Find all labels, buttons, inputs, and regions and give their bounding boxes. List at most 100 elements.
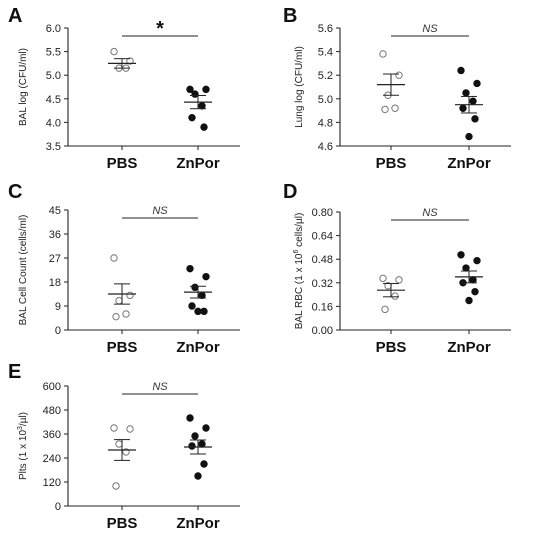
data-point — [115, 296, 123, 305]
data-point — [462, 89, 470, 97]
significance-label: NS — [152, 381, 168, 393]
data-point — [188, 113, 196, 122]
x-category-label: PBS — [376, 155, 407, 172]
data-point — [469, 276, 477, 284]
x-category-label: PBS — [376, 339, 407, 356]
y-axis-label: Lung log (CFU/ml) — [294, 46, 305, 128]
data-point — [126, 57, 134, 65]
y-tick-label: 0.80 — [312, 207, 333, 219]
data-point — [191, 90, 199, 98]
data-point — [126, 291, 134, 300]
data-point — [110, 424, 118, 432]
data-point — [391, 104, 399, 112]
data-point — [465, 132, 473, 141]
data-point — [191, 432, 199, 440]
data-point — [469, 97, 477, 105]
y-tick-label: 0.32 — [312, 278, 333, 290]
panel-letter: A — [8, 5, 22, 27]
y-tick-label: 5.2 — [318, 70, 333, 82]
data-point — [112, 482, 120, 490]
y-tick-label: 240 — [43, 453, 61, 465]
data-point — [457, 251, 465, 259]
data-point — [198, 440, 206, 448]
y-axis-label: BAL log (CFU/ml) — [18, 48, 29, 126]
data-point — [186, 264, 194, 273]
y-axis-label: BAL Cell Count (cells/ml) — [18, 215, 29, 326]
y-tick-label: 36 — [49, 229, 61, 241]
data-point — [391, 292, 399, 300]
y-tick-label: 480 — [43, 405, 61, 417]
y-tick-label: 45 — [49, 205, 61, 217]
x-category-label: ZnPor — [176, 155, 219, 172]
data-point — [473, 79, 481, 88]
y-tick-label: 0.00 — [312, 325, 333, 337]
y-tick-label: 0 — [55, 501, 61, 513]
data-point — [379, 50, 387, 58]
data-point — [115, 440, 123, 448]
x-category-label: PBS — [107, 155, 138, 172]
y-tick-label: 5.6 — [318, 23, 333, 35]
y-tick-label: 6.0 — [46, 23, 61, 35]
x-category-label: ZnPor — [176, 515, 219, 532]
data-point — [381, 305, 389, 314]
y-tick-label: 4.0 — [46, 117, 61, 129]
y-tick-label: 0 — [55, 325, 61, 337]
x-category-label: PBS — [107, 515, 138, 532]
panel-letter: C — [8, 181, 22, 203]
y-tick-label: 600 — [43, 381, 61, 393]
data-point — [202, 424, 210, 432]
data-point — [473, 256, 481, 265]
data-point — [191, 283, 199, 292]
data-point — [194, 472, 202, 480]
data-point — [112, 312, 120, 321]
x-category-label: PBS — [107, 339, 138, 356]
significance-label: NS — [422, 23, 438, 35]
y-tick-label: 5.5 — [46, 47, 61, 59]
data-point — [200, 123, 208, 131]
data-point — [202, 272, 210, 281]
y-tick-label: 3.5 — [46, 141, 61, 153]
data-point — [465, 296, 473, 305]
y-tick-label: 4.8 — [318, 117, 333, 129]
y-tick-label: 27 — [49, 253, 61, 265]
panel-c: C 0 9 18 27 36 45 PBS ZnPor BAL Cell Count (cells… — [8, 181, 240, 356]
data-point — [395, 71, 403, 79]
data-point — [395, 276, 403, 284]
data-point — [200, 460, 208, 468]
y-axis-label: BAL RBC (1 x 106 cells/µl) — [293, 213, 305, 330]
y-tick-label: 0.48 — [312, 254, 333, 266]
data-point — [194, 307, 202, 316]
data-point — [471, 115, 479, 123]
data-point — [471, 287, 479, 296]
y-tick-label: 360 — [43, 429, 61, 441]
panel-letter: E — [8, 361, 21, 383]
significance-label: NS — [152, 205, 168, 217]
significance-label: NS — [422, 207, 438, 219]
panel-a: A 3.5 4.0 4.5 5.0 5.5 6.0 PBS ZnPor BAL log (CFU/… — [8, 5, 240, 172]
y-tick-label: 5.0 — [318, 94, 333, 106]
y-tick-label: 18 — [49, 277, 61, 289]
data-point — [462, 264, 470, 272]
data-point — [379, 274, 387, 283]
panel-e: E 0 120 240 360 480 600 PBS ZnPor Plts (1 x 103/µ… — [8, 361, 240, 532]
panel-letter: B — [283, 5, 297, 27]
data-point — [122, 310, 130, 318]
y-tick-label: 5.0 — [46, 70, 61, 82]
y-tick-label: 120 — [43, 477, 61, 489]
data-point — [188, 302, 196, 310]
data-point — [457, 66, 465, 75]
y-axis-label: Plts (1 x 103/µl) — [17, 412, 29, 480]
y-tick-label: 0.64 — [312, 231, 333, 243]
data-point — [110, 47, 118, 56]
data-point — [198, 102, 206, 110]
x-category-label: ZnPor — [176, 339, 219, 356]
panel-b: B 4.6 4.8 5.0 5.2 5.4 5.6 PBS ZnPor Lung log (CFU… — [283, 5, 511, 172]
data-point — [459, 104, 467, 112]
y-tick-label: 4.6 — [318, 141, 333, 153]
y-tick-label: 4.5 — [46, 94, 61, 106]
x-category-label: ZnPor — [447, 155, 490, 172]
data-point — [381, 105, 389, 114]
panel-letter: D — [283, 181, 297, 203]
data-point — [186, 414, 194, 422]
